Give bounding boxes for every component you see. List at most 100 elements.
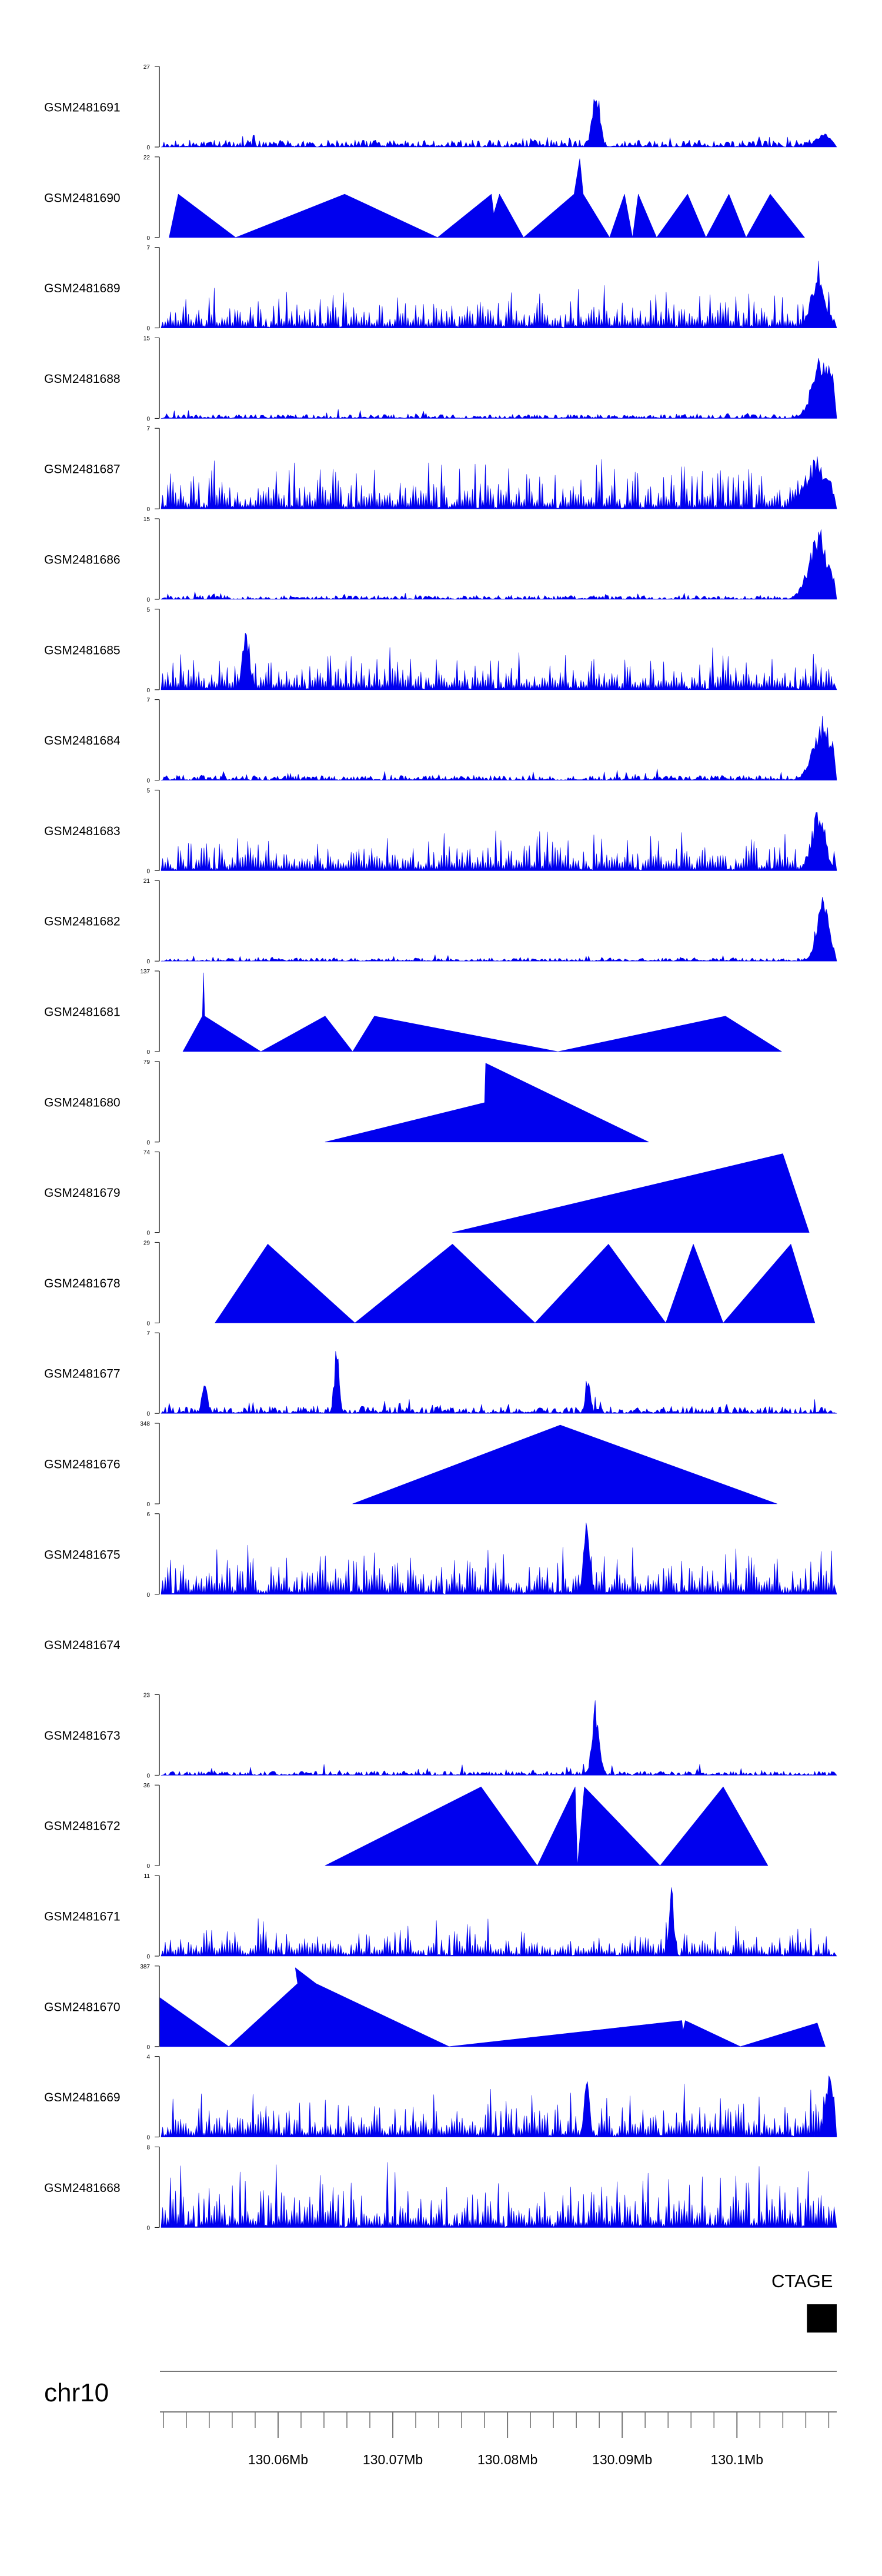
y-max-label: 8 — [146, 2144, 150, 2151]
coverage-area — [161, 897, 837, 962]
coverage-area — [161, 1887, 837, 1957]
track-label: GSM2481678 — [44, 1277, 121, 1290]
y-max-label: 348 — [140, 1421, 150, 1427]
track-label: GSM2481673 — [44, 1729, 121, 1743]
coverage-track: GSM2481668 8 0 — [44, 2144, 837, 2231]
coverage-area — [161, 716, 837, 780]
track-label: GSM2481682 — [44, 915, 121, 929]
y-min-label: 0 — [146, 2044, 150, 2051]
y-min-label: 0 — [146, 1954, 150, 1960]
chromosome-label: chr10 — [44, 2378, 109, 2407]
coverage-area — [161, 261, 837, 328]
coverage-track: GSM2481691 27 0 — [44, 64, 837, 151]
track-label: GSM2481681 — [44, 1006, 121, 1019]
track-label: GSM2481691 — [44, 101, 121, 115]
y-min-label: 0 — [146, 1863, 150, 1870]
track-label: GSM2481685 — [44, 643, 121, 657]
coverage-area — [325, 1786, 769, 1866]
coverage-track: GSM2481682 21 0 — [44, 878, 837, 965]
coverage-area — [182, 972, 782, 1052]
coverage-track: GSM2481674 — [44, 1639, 121, 1652]
genome-axis-track: chr10 130.06Mb 130.07Mb 130.08Mb 130.09Mb 130… — [44, 2371, 837, 2467]
axis-tick-label: 130.08Mb — [477, 2452, 537, 2467]
y-min-label: 0 — [146, 326, 150, 332]
coverage-track: GSM2481672 36 0 — [44, 1783, 769, 1870]
y-min-label: 0 — [146, 1049, 150, 1056]
coverage-track: GSM2481669 4 0 — [44, 2054, 837, 2141]
coverage-area — [215, 1244, 816, 1323]
coverage-track: GSM2481676 348 0 — [44, 1421, 777, 1508]
coverage-area — [452, 1153, 810, 1233]
coverage-track: GSM2481671 11 0 — [44, 1873, 837, 1960]
coverage-area — [159, 1967, 826, 2047]
track-label: GSM2481672 — [44, 1820, 121, 1833]
track-label: GSM2481669 — [44, 2091, 121, 2104]
coverage-track: GSM2481683 5 0 — [44, 788, 837, 875]
coverage-track: GSM2481679 74 0 — [44, 1150, 810, 1237]
axis-tick-label: 130.07Mb — [363, 2452, 423, 2467]
track-label: GSM2481690 — [44, 191, 121, 205]
y-max-label: 4 — [146, 2054, 150, 2061]
coverage-area — [161, 2162, 837, 2228]
y-min-label: 0 — [146, 1140, 150, 1146]
track-label: GSM2481680 — [44, 1096, 121, 1109]
coverage-area — [161, 1522, 837, 1595]
y-min-label: 0 — [146, 1411, 150, 1417]
track-label: GSM2481671 — [44, 1910, 121, 1924]
y-min-label: 0 — [146, 868, 150, 875]
y-min-label: 0 — [146, 1592, 150, 1599]
coverage-area — [161, 633, 837, 690]
y-max-label: 7 — [146, 698, 150, 704]
coverage-area — [161, 529, 837, 600]
coverage-track: GSM2481689 7 0 — [44, 245, 837, 332]
y-max-label: 11 — [144, 1873, 151, 1880]
track-label: GSM2481686 — [44, 553, 121, 567]
y-max-label: 6 — [146, 1511, 150, 1518]
y-max-label: 15 — [143, 335, 151, 342]
coverage-area — [161, 99, 837, 148]
track-label: GSM2481679 — [44, 1186, 121, 1200]
coverage-tracks: GSM2481691270GSM2481690220GSM248168970GS… — [44, 64, 837, 2231]
coverage-track: GSM2481685 5 0 — [44, 607, 837, 694]
coverage-track: GSM2481687 7 0 — [44, 426, 837, 513]
y-max-label: 79 — [143, 1059, 151, 1066]
track-label: GSM2481687 — [44, 463, 121, 476]
track-label: GSM2481676 — [44, 1458, 121, 1471]
axis-tick-label: 130.1Mb — [711, 2452, 764, 2467]
track-label: GSM2481684 — [44, 734, 121, 748]
y-max-label: 387 — [140, 1964, 150, 1970]
track-label: GSM2481683 — [44, 825, 121, 838]
y-min-label: 0 — [146, 1230, 150, 1237]
y-min-label: 0 — [146, 1501, 150, 1508]
y-min-label: 0 — [146, 778, 150, 785]
y-max-label: 74 — [143, 1150, 151, 1156]
gene-block — [807, 2304, 837, 2333]
coverage-area — [352, 1424, 777, 1504]
y-max-label: 36 — [143, 1783, 151, 1789]
y-max-label: 27 — [143, 64, 151, 71]
coverage-track: GSM2481690 22 0 — [44, 155, 805, 242]
y-min-label: 0 — [146, 2135, 150, 2141]
y-min-label: 0 — [146, 688, 150, 694]
track-label: GSM2481688 — [44, 372, 121, 386]
track-label: GSM2481689 — [44, 282, 121, 295]
y-min-label: 0 — [146, 2225, 150, 2231]
track-label: GSM2481670 — [44, 2000, 121, 2014]
track-label: GSM2481668 — [44, 2181, 121, 2195]
coverage-track: GSM2481688 15 0 — [44, 335, 837, 422]
track-label: GSM2481675 — [44, 1548, 121, 1561]
y-max-label: 137 — [140, 969, 150, 975]
gene-annotation-track: CTAGE — [771, 2271, 837, 2333]
y-min-label: 0 — [146, 416, 150, 422]
y-min-label: 0 — [146, 506, 150, 513]
y-max-label: 21 — [143, 878, 151, 885]
coverage-track: GSM2481670 387 0 — [44, 1964, 826, 2051]
y-max-label: 7 — [146, 1330, 150, 1337]
coverage-track: GSM2481673 23 0 — [44, 1692, 837, 1779]
y-max-label: 7 — [146, 426, 150, 432]
y-min-label: 0 — [146, 145, 150, 151]
y-min-label: 0 — [146, 597, 150, 603]
coverage-area — [161, 1351, 837, 1414]
y-min-label: 0 — [146, 1773, 150, 1779]
